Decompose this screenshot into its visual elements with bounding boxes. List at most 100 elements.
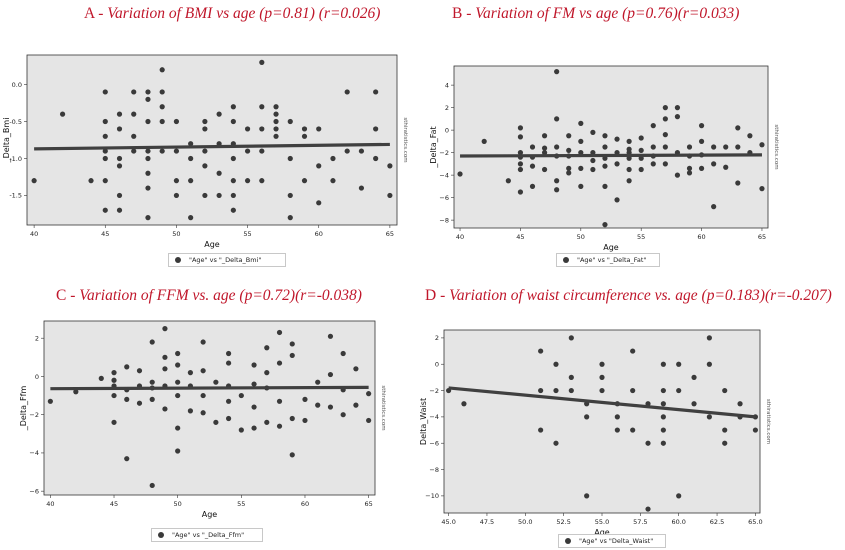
x-tick-label: 45 [516,233,524,241]
data-point [149,482,155,489]
data-point [116,192,123,199]
y-axis-label: _Delta_Ffm [19,386,28,432]
data-point [230,192,236,199]
data-point [230,118,236,125]
data-point [213,379,219,385]
data-point [461,401,467,407]
data-point [538,348,544,354]
data-point [287,118,293,125]
data-point [187,370,194,376]
data-point [706,361,712,367]
data-point [686,170,693,176]
data-point [273,133,279,139]
data-point [590,166,596,173]
data-point [566,133,572,139]
data-point [202,192,208,199]
data-point [251,381,257,387]
data-point [735,125,741,131]
chart-b-legend-label: "Age" vs "_Delta_Fat" [577,256,647,264]
data-point [289,415,295,422]
data-point [638,147,644,153]
watermark: sthiratistics.com [402,117,408,162]
data-point [568,335,574,341]
data-point [538,427,544,433]
data-point [353,366,359,372]
data-point [251,404,257,410]
data-point [145,155,151,162]
x-tick-label: 55 [243,230,251,238]
data-point [590,157,596,164]
data-point [162,406,168,412]
y-tick-label: 2 [445,104,449,112]
data-point [276,329,283,336]
y-tick-label: −4 [29,449,39,457]
y-tick-label: 4 [445,81,449,89]
data-point [759,142,765,148]
y-tick-label: -1.5 [9,192,22,200]
data-point [691,374,697,380]
data-point [188,215,194,221]
y-tick-label: −4 [439,171,449,179]
panel-b-letter: B [452,5,463,22]
panel-c-title: C - Variation of FFM vs. age (p=0.72)(r=… [56,287,362,304]
data-point [638,155,644,161]
data-point [202,148,208,154]
data-point [289,452,295,458]
data-point [568,374,574,380]
data-point [259,104,265,110]
data-point [614,197,620,203]
y-tick-label: 2 [435,334,439,342]
x-tick-label: 60 [315,230,323,238]
data-point [578,120,584,126]
data-point [599,387,605,394]
data-point [173,192,180,199]
y-tick-label: −2 [29,411,39,419]
data-point [614,414,620,420]
x-tick-label: 60 [301,500,309,508]
data-point [676,387,682,394]
data-point [276,398,283,404]
data-point [614,427,620,433]
panel-a-title: A - Variation of BMI vs age (p=0.81) (r=… [84,5,381,22]
y-tick-label: 0 [435,361,439,369]
x-tick-label: 65 [386,230,394,238]
data-point [554,144,560,150]
x-axis-label: Age [202,510,218,519]
data-point [316,163,322,169]
data-point [315,402,321,408]
data-point [136,400,143,406]
data-point [131,89,137,95]
data-point [273,104,279,110]
data-point [698,138,705,144]
chart-a-legend-label: "Age" vs "_Delta_Bmi" [189,256,262,264]
data-point [136,368,143,374]
data-point [660,440,666,446]
data-point [735,144,741,150]
data-point [602,183,608,189]
data-point [88,178,94,184]
data-point [711,161,717,167]
data-point [387,192,393,199]
y-tick-label: −8 [439,216,449,224]
data-point [553,361,559,367]
data-point [660,427,666,433]
panel-d-title-text: Variation of waist circumference vs. age… [449,287,832,304]
panel-d-title: D - Variation of waist circumference vs.… [425,287,832,304]
y-tick-label: −2 [429,387,439,395]
data-point [366,417,372,424]
data-point [602,144,608,150]
data-point [200,410,206,416]
data-point [340,350,346,357]
data-point [116,126,123,132]
panel-b-title: B - Variation of FM vs age (p=0.76)(r=0.… [452,5,740,22]
chart-d-legend: "Age" vs "Delta_Waist" [558,534,666,548]
plot-area [26,54,398,226]
data-point [102,148,108,154]
data-point [216,170,222,176]
panel-d-letter: D [425,287,437,304]
data-point [327,371,334,378]
data-point [662,116,668,122]
x-axis-label: Age [603,243,619,252]
data-point [358,185,365,191]
plot-area [43,320,376,496]
